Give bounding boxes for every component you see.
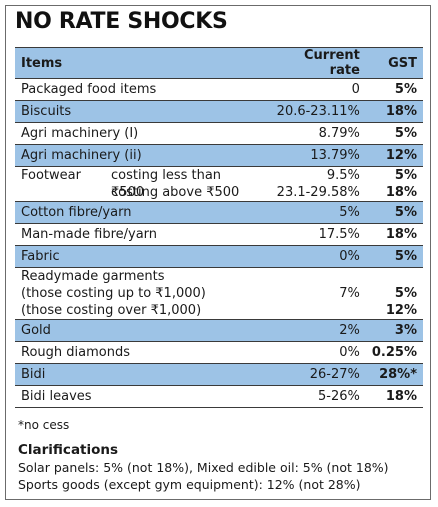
footwear-sub-1: costing less than ₹500 xyxy=(111,168,222,200)
table-row: Bidi 26-27% 28%* xyxy=(15,363,423,386)
rate-cell: 20.6-23.11% xyxy=(263,100,366,123)
item-cell: Packaged food items xyxy=(15,78,264,101)
footwear-sub-2: costing above ₹500 xyxy=(111,185,240,200)
table-header: Items Current rate GST xyxy=(15,47,423,79)
clarification-line-1: Solar panels: 5% (not 18%), Mixed edible… xyxy=(18,460,389,475)
garments-sub-2: (those costing over ₹1,000) xyxy=(21,303,202,318)
table-row: Cotton fibre/yarn 5% 5% xyxy=(15,201,423,224)
rate-cell: 9.5% 23.1-29.58% xyxy=(263,166,366,202)
clarifications-title: Clarifications xyxy=(18,442,119,458)
rate-cell: 0 xyxy=(263,78,366,101)
footwear-rate-1: 9.5% xyxy=(326,168,360,183)
item-cell: Agri machinery (I) xyxy=(15,122,264,145)
gst-cell: 3% xyxy=(365,319,423,342)
gst-cell: 5% xyxy=(365,122,423,145)
garments-rate: 7% xyxy=(339,286,360,301)
table-row: Bidi leaves 5-26% 18% xyxy=(15,385,423,408)
item-cell: Bidi xyxy=(15,363,264,386)
table-row: Biscuits 20.6-23.11% 18% xyxy=(15,100,423,123)
table-row-garments: Readymade garments (those costing up to … xyxy=(15,267,423,320)
rate-cell: 17.5% xyxy=(263,223,366,246)
rate-cell: 7% xyxy=(263,267,366,320)
gst-cell: 18% xyxy=(365,100,423,123)
item-cell: Bidi leaves xyxy=(15,385,264,408)
item-cell: Gold xyxy=(15,319,264,342)
table-row: Agri machinery (ii) 13.79% 12% xyxy=(15,144,423,167)
item-cell: Footwear costing less than ₹500 costing … xyxy=(15,166,264,202)
gst-cell: 5% xyxy=(365,201,423,224)
garments-gst-2: 12% xyxy=(385,303,417,318)
footwear-label: Footwear xyxy=(21,168,81,183)
rate-cell: 26-27% xyxy=(263,363,366,386)
table-row-footwear: Footwear costing less than ₹500 costing … xyxy=(15,166,423,202)
header-items: Items xyxy=(15,47,264,79)
gst-cell: 12% xyxy=(365,144,423,167)
gst-cell: 0.25% xyxy=(365,341,423,364)
gst-cell: 5% 18% xyxy=(365,166,423,202)
table-row: Rough diamonds 0% 0.25% xyxy=(15,341,423,364)
rate-cell: 2% xyxy=(263,319,366,342)
rate-cell: 0% xyxy=(263,341,366,364)
gst-cell: 28%* xyxy=(365,363,423,386)
item-cell: Fabric xyxy=(15,245,264,268)
gst-cell: 18% xyxy=(365,223,423,246)
rate-cell: 8.79% xyxy=(263,122,366,145)
item-cell: Agri machinery (ii) xyxy=(15,144,264,167)
item-cell: Man-made fibre/yarn xyxy=(15,223,264,246)
rate-cell: 5% xyxy=(263,201,366,224)
table-row: Gold 2% 3% xyxy=(15,319,423,342)
table-row: Fabric 0% 5% xyxy=(15,245,423,268)
table-row: Man-made fibre/yarn 17.5% 18% xyxy=(15,223,423,246)
garments-label: Readymade garments xyxy=(21,269,165,284)
page-title: NO RATE SHOCKS xyxy=(15,9,228,34)
table-row: Packaged food items 0 5% xyxy=(15,78,423,101)
footwear-gst-2: 18% xyxy=(385,185,417,200)
gst-cell: 5% xyxy=(365,78,423,101)
garments-gst-1: 5% xyxy=(394,286,417,301)
footwear-gst-1: 5% xyxy=(394,168,417,183)
clarification-line-2: Sports goods (except gym equipment): 12%… xyxy=(18,477,361,492)
gst-cell: 5% xyxy=(365,245,423,268)
rate-cell: 13.79% xyxy=(263,144,366,167)
header-gst: GST xyxy=(365,47,423,79)
footnote: *no cess xyxy=(18,418,70,432)
rate-cell: 5-26% xyxy=(263,385,366,408)
gst-cell: 5% 12% xyxy=(365,267,423,320)
header-current-rate: Current rate xyxy=(263,47,366,79)
rates-table: Items Current rate GST Packaged food ite… xyxy=(15,47,423,408)
table-row: Agri machinery (I) 8.79% 5% xyxy=(15,122,423,145)
item-cell: Biscuits xyxy=(15,100,264,123)
item-cell: Rough diamonds xyxy=(15,341,264,364)
rate-cell: 0% xyxy=(263,245,366,268)
gst-cell: 18% xyxy=(365,385,423,408)
item-cell: Readymade garments (those costing up to … xyxy=(15,267,264,320)
item-cell: Cotton fibre/yarn xyxy=(15,201,264,224)
footwear-rate-2: 23.1-29.58% xyxy=(276,185,360,200)
garments-sub-1: (those costing up to ₹1,000) xyxy=(21,286,206,301)
